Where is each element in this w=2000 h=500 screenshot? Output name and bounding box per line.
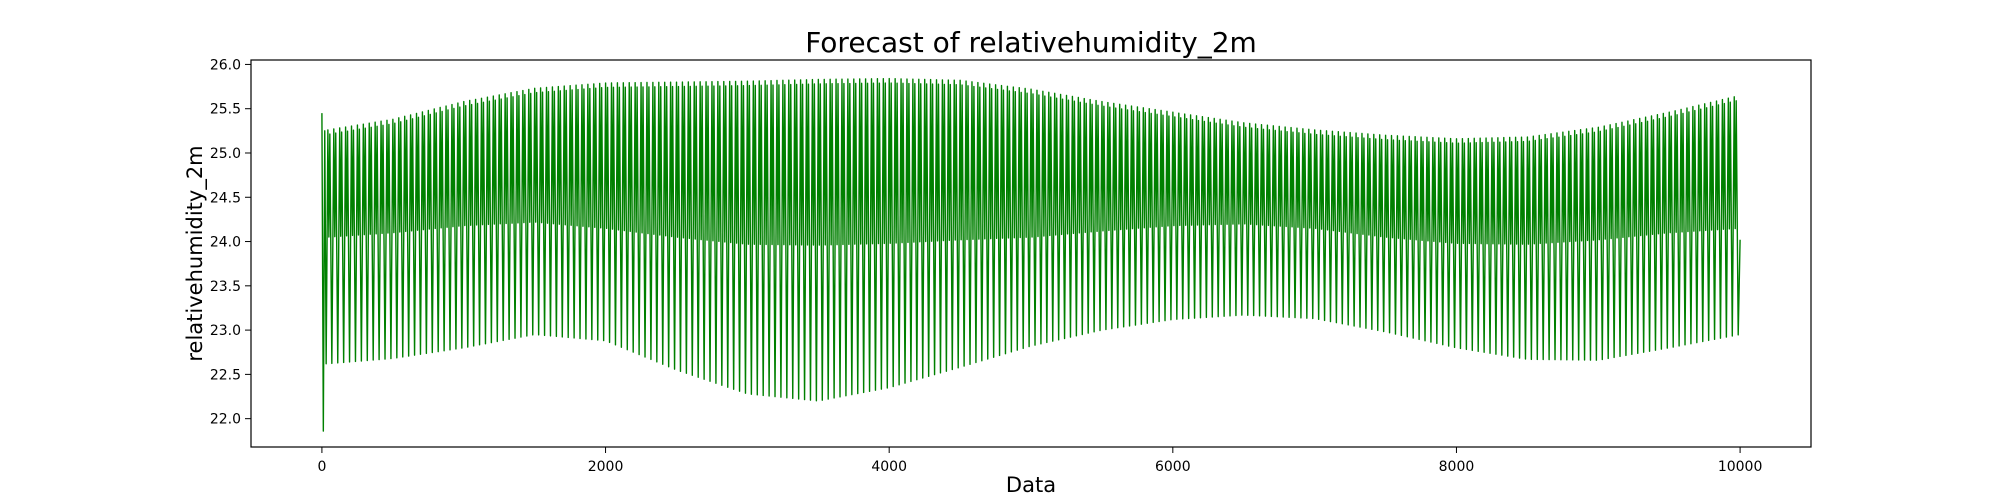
y-tick-label: 23.0	[210, 323, 241, 339]
y-axis: 22.0 22.5 23.0 23.5 24.0 24.5 25.0 25.5 26.0	[210, 57, 251, 428]
plot-area	[321, 77, 1741, 432]
x-tick-label: 10000	[1718, 459, 1763, 475]
y-tick-label: 26.0	[210, 57, 241, 73]
y-tick-label: 22.0	[210, 412, 241, 428]
y-tick-label: 25.0	[210, 146, 241, 162]
x-tick-label: 4000	[871, 459, 907, 475]
x-tick-label: 0	[317, 459, 326, 475]
x-axis: 0 2000 4000 6000 8000 10000	[317, 447, 1762, 475]
x-tick-label: 8000	[1439, 459, 1475, 475]
x-tick-label: 6000	[1155, 459, 1191, 475]
y-tick-label: 24.5	[210, 190, 241, 206]
y-tick-label: 25.5	[210, 102, 241, 118]
y-tick-label: 24.0	[210, 235, 241, 251]
forecast-series-line	[321, 77, 1741, 432]
chart-title: Forecast of relativehumidity_2m	[805, 26, 1257, 59]
x-tick-label: 2000	[588, 459, 624, 475]
y-tick-label: 23.5	[210, 279, 241, 295]
y-tick-label: 22.5	[210, 367, 241, 383]
x-axis-label: Data	[1006, 473, 1056, 497]
y-axis-label: relativehumidity_2m	[183, 145, 208, 361]
axes-frame	[250, 59, 1812, 448]
